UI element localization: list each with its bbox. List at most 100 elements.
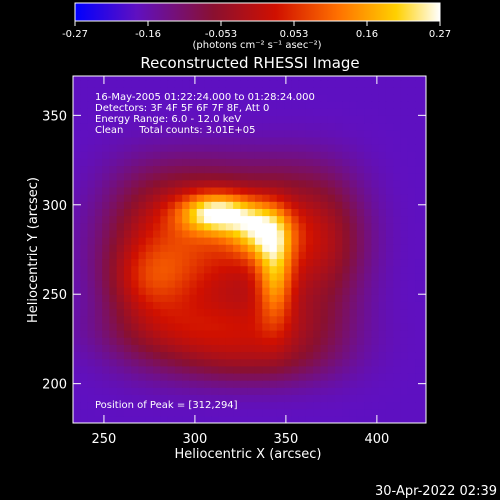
heatmap-cell [240, 272, 249, 281]
heatmap-cell [291, 279, 300, 288]
heatmap-cell [182, 79, 191, 88]
heatmap-cell [211, 201, 220, 209]
heatmap-cell [262, 179, 271, 188]
heatmap-cell [305, 143, 314, 152]
heatmap-cell [189, 287, 198, 295]
heatmap-cell [385, 229, 394, 238]
heatmap-cell [407, 265, 416, 274]
heatmap-cell [269, 301, 278, 310]
heatmap-cell [393, 258, 402, 267]
heatmap-cell [87, 179, 96, 188]
heatmap-cell [305, 222, 314, 231]
heatmap-cell [225, 387, 234, 395]
heatmap-cell [364, 115, 373, 124]
heatmap-cell [145, 79, 154, 88]
heatmap-cell [254, 122, 263, 131]
heatmap-cell [335, 272, 343, 281]
heatmap-cell [87, 108, 96, 116]
heatmap-cell [160, 115, 169, 124]
heatmap-cell [123, 372, 132, 381]
heatmap-cell [204, 365, 212, 374]
heatmap-cell [335, 122, 343, 131]
heatmap-cell [167, 372, 176, 381]
heatmap-cell [225, 165, 234, 174]
heatmap-cell [364, 151, 373, 159]
heatmap-cell [320, 279, 329, 288]
heatmap-cell [196, 315, 205, 324]
heatmap-cell [284, 308, 292, 317]
heatmap-cell [349, 401, 358, 410]
heatmap-cell [378, 394, 387, 403]
heatmap-cell [247, 308, 256, 317]
heatmap-cell [145, 179, 154, 188]
heatmap-cell [123, 294, 132, 302]
heatmap-cell [240, 101, 249, 109]
heatmap-cell [407, 365, 416, 374]
heatmap-cell [262, 387, 271, 395]
heatmap-cell [225, 108, 234, 116]
heatmap-cell [145, 86, 154, 95]
heatmap-cell [204, 115, 212, 124]
heatmap-cell [94, 380, 103, 388]
heatmap-cell [94, 251, 103, 260]
heatmap-cell [102, 380, 110, 388]
heatmap-cell [160, 344, 169, 353]
heatmap-cell [327, 365, 336, 374]
heatmap-cell [80, 279, 89, 288]
heatmap-cell [393, 186, 402, 195]
heatmap-cell [87, 194, 96, 202]
heatmap-cell [189, 265, 198, 274]
heatmap-cell [182, 222, 191, 231]
heatmap-cell [189, 229, 198, 238]
heatmap-cell [189, 79, 198, 88]
heatmap-cell [240, 115, 249, 124]
heatmap-cell [182, 129, 191, 138]
heatmap-cell [262, 358, 271, 367]
heatmap-cell [385, 265, 394, 274]
heatmap-cell [407, 101, 416, 109]
heatmap-cell [182, 101, 191, 109]
heatmap-cell [145, 115, 154, 124]
heatmap-cell [313, 301, 322, 310]
heatmap-cell [109, 351, 118, 360]
heatmap-cell [422, 287, 426, 295]
heatmap-cell [116, 372, 125, 381]
heatmap-cell [327, 208, 336, 217]
heatmap-cell [378, 115, 387, 124]
heatmap-cell [327, 394, 336, 403]
heatmap-cell [218, 272, 227, 281]
heatmap-cell [342, 408, 351, 417]
heatmap-cell [320, 272, 329, 281]
heatmap-cell [349, 372, 358, 381]
heatmap-cell [73, 394, 81, 403]
heatmap-cell [109, 208, 118, 217]
heatmap-cell [167, 365, 176, 374]
heatmap-cell [109, 236, 118, 245]
heatmap-cell [102, 76, 110, 81]
heatmap-cell [385, 394, 394, 403]
heatmap-cell [196, 101, 205, 109]
heatmap-cell [225, 380, 234, 388]
heatmap-cell [400, 143, 409, 152]
heatmap-cell [298, 358, 307, 367]
heatmap-cell [415, 329, 423, 338]
heatmap-cell [196, 208, 205, 217]
heatmap-cell [254, 179, 263, 188]
heatmap-cell [393, 208, 402, 217]
heatmap-cell [189, 244, 198, 252]
annotation-block: 16-May-2005 01:22:24.000 to 01:28:24.000… [95, 92, 315, 136]
annotation-line: Clean Total counts: 3.01E+05 [95, 125, 255, 136]
heatmap-cell [102, 122, 110, 131]
heatmap-cell [349, 322, 358, 331]
heatmap-cell [320, 215, 329, 224]
heatmap-cell [378, 294, 387, 302]
heatmap-cell [291, 351, 300, 360]
heatmap-cell [407, 308, 416, 317]
heatmap-cell [204, 265, 212, 274]
heatmap-cell [254, 372, 263, 381]
heatmap-cell [393, 86, 402, 95]
heatmap-cell [94, 79, 103, 88]
heatmap-cell [145, 236, 154, 245]
heatmap-cell [225, 265, 234, 274]
heatmap-cell [87, 322, 96, 331]
